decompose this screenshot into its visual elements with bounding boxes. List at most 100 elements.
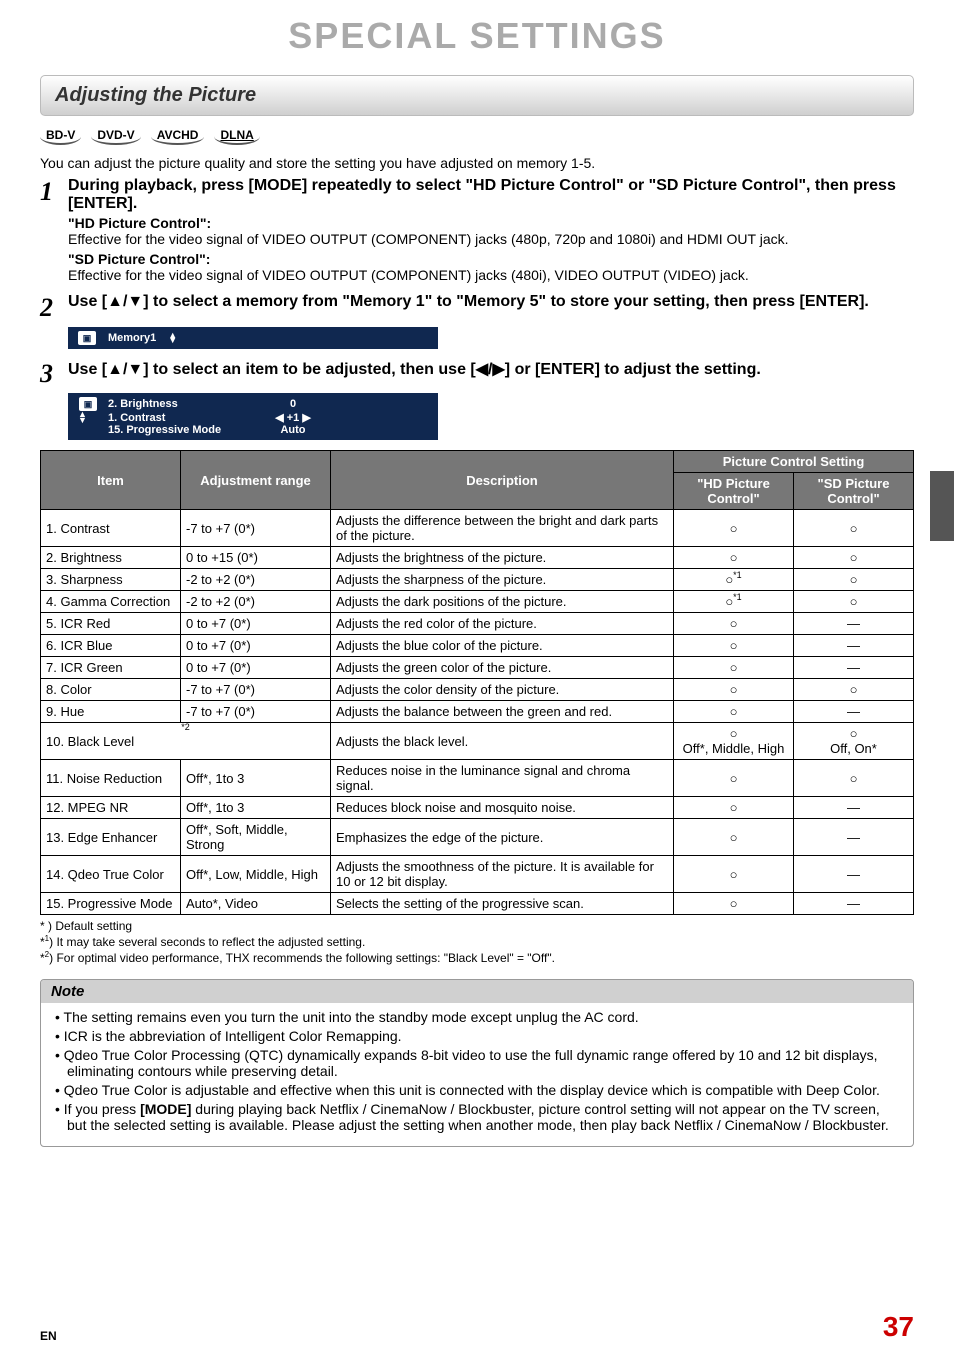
side-tab xyxy=(930,471,954,541)
cell-hd: ○ xyxy=(674,657,794,679)
section-heading-bar: Adjusting the Picture xyxy=(40,75,914,116)
cell-sd: — xyxy=(794,797,914,819)
cell-range: 0 to +7 (0*) xyxy=(181,613,331,635)
osd-memory-label: Memory1 xyxy=(108,332,156,344)
table-row: *210. Black LevelAdjusts the black level… xyxy=(41,723,914,760)
cell-hd: ○ xyxy=(674,701,794,723)
table-row: 3. Sharpness-2 to +2 (0*)Adjusts the sha… xyxy=(41,569,914,591)
step-1-sub2-text: Effective for the video signal of VIDEO … xyxy=(68,267,914,283)
cell-desc: Adjusts the blue color of the picture. xyxy=(331,635,674,657)
cell-range: -7 to +7 (0*) xyxy=(181,701,331,723)
note-item: Qdeo True Color is adjustable and effect… xyxy=(55,1082,899,1098)
cell-desc: Adjusts the dark positions of the pictur… xyxy=(331,591,674,613)
cell-item: 12. MPEG NR xyxy=(41,797,181,819)
table-row: 15. Progressive ModeAuto*, VideoSelects … xyxy=(41,893,914,915)
cell-desc: Emphasizes the edge of the picture. xyxy=(331,819,674,856)
cell-range: -2 to +2 (0*) xyxy=(181,591,331,613)
cell-item: 9. Hue xyxy=(41,701,181,723)
table-row: 6. ICR Blue0 to +7 (0*)Adjusts the blue … xyxy=(41,635,914,657)
cell-range: Off*, 1to 3 xyxy=(181,760,331,797)
th-item: Item xyxy=(41,451,181,510)
cell-hd: ○*1 xyxy=(674,569,794,591)
osd-memory-box: ▣ Memory1 ▲▼ xyxy=(68,327,438,349)
note-item: If you press [MODE] during playing back … xyxy=(55,1101,899,1133)
step-1: 1 During playback, press [MODE] repeated… xyxy=(40,177,914,287)
left-arrow-icon: ◀ xyxy=(275,412,283,424)
step-2: 2 Use [▲/▼] to select a memory from "Mem… xyxy=(40,293,914,321)
cell-item: 6. ICR Blue xyxy=(41,635,181,657)
cell-range: -2 to +2 (0*) xyxy=(181,569,331,591)
right-arrow-icon: ▶ xyxy=(302,412,310,424)
cell-item: 4. Gamma Correction xyxy=(41,591,181,613)
cell-hd: ○ xyxy=(674,856,794,893)
osd-adjust-box: ▣ 2. Brightness 0 ▲▼ 1. Contrast ◀ +1 ▶ … xyxy=(68,393,438,440)
step-3: 3 Use [▲/▼] to select an item to be adju… xyxy=(40,359,914,387)
updown-icon: ▲▼ xyxy=(78,412,98,423)
table-row: 13. Edge EnhancerOff*, Soft, Middle, Str… xyxy=(41,819,914,856)
step-number: 1 xyxy=(40,179,68,287)
note-item: ICR is the abbreviation of Intelligent C… xyxy=(55,1028,899,1044)
table-row: 7. ICR Green0 to +7 (0*)Adjusts the gree… xyxy=(41,657,914,679)
page-footer: EN 37 xyxy=(40,1311,914,1343)
osd-picture-icon: ▣ xyxy=(78,331,96,345)
badge-bdv: BD-V xyxy=(40,128,81,145)
cell-sd: — xyxy=(794,657,914,679)
th-sd: "SD Picture Control" xyxy=(794,473,914,510)
format-badges: BD-V DVD-V AVCHD DLNA xyxy=(40,128,914,145)
cell-hd: ○ xyxy=(674,893,794,915)
cell-item: *210. Black Level xyxy=(41,723,331,760)
osd-contrast-label: 1. Contrast xyxy=(108,412,258,424)
intro-text: You can adjust the picture quality and s… xyxy=(40,155,914,171)
osd-progressive-val: Auto xyxy=(268,424,318,436)
badge-dlna: DLNA xyxy=(214,128,259,145)
cell-sd: ○Off, On* xyxy=(794,723,914,760)
cell-desc: Adjusts the red color of the picture. xyxy=(331,613,674,635)
th-range: Adjustment range xyxy=(181,451,331,510)
lang-code: EN xyxy=(40,1329,57,1343)
table-row: 11. Noise ReductionOff*, 1to 3Reduces no… xyxy=(41,760,914,797)
footnote-default: * ) Default setting xyxy=(40,919,914,933)
cell-hd: ○*1 xyxy=(674,591,794,613)
cell-sd: — xyxy=(794,856,914,893)
step-2-title: Use [▲/▼] to select a memory from "Memor… xyxy=(68,293,914,311)
cell-desc: Adjusts the difference between the brigh… xyxy=(331,510,674,547)
osd-brightness-val: 0 xyxy=(268,398,318,410)
cell-hd: ○ xyxy=(674,679,794,701)
cell-sd: — xyxy=(794,893,914,915)
cell-sd: — xyxy=(794,613,914,635)
cell-range: Auto*, Video xyxy=(181,893,331,915)
step-1-sub1-text: Effective for the video signal of VIDEO … xyxy=(68,231,914,247)
osd-brightness-label: 2. Brightness xyxy=(108,398,258,410)
table-row: 4. Gamma Correction-2 to +2 (0*)Adjusts … xyxy=(41,591,914,613)
step-number: 2 xyxy=(40,295,68,321)
cell-range: Off*, Low, Middle, High xyxy=(181,856,331,893)
cell-range: 0 to +7 (0*) xyxy=(181,657,331,679)
updown-icon: ▲▼ xyxy=(168,333,177,344)
cell-item: 11. Noise Reduction xyxy=(41,760,181,797)
cell-item: 2. Brightness xyxy=(41,547,181,569)
cell-item: 8. Color xyxy=(41,679,181,701)
step-1-title: During playback, press [MODE] repeatedly… xyxy=(68,177,914,213)
cell-hd: ○Off*, Middle, High xyxy=(674,723,794,760)
cell-range: 0 to +7 (0*) xyxy=(181,635,331,657)
th-hd: "HD Picture Control" xyxy=(674,473,794,510)
cell-hd: ○ xyxy=(674,797,794,819)
cell-item: 7. ICR Green xyxy=(41,657,181,679)
cell-hd: ○ xyxy=(674,547,794,569)
footnote-1: *1) It may take several seconds to refle… xyxy=(40,934,914,949)
note-item: Qdeo True Color Processing (QTC) dynamic… xyxy=(55,1047,899,1079)
cell-range: -7 to +7 (0*) xyxy=(181,510,331,547)
cell-desc: Adjusts the green color of the picture. xyxy=(331,657,674,679)
footnote-2: *2) For optimal video performance, THX r… xyxy=(40,950,914,965)
cell-desc: Adjusts the black level. xyxy=(331,723,674,760)
table-row: 9. Hue-7 to +7 (0*)Adjusts the balance b… xyxy=(41,701,914,723)
note-heading: Note xyxy=(41,980,913,1003)
cell-item: 1. Contrast xyxy=(41,510,181,547)
table-row: 12. MPEG NROff*, 1to 3Reduces block nois… xyxy=(41,797,914,819)
step-1-sub1-bold: "HD Picture Control": xyxy=(68,215,914,231)
cell-desc: Adjusts the balance between the green an… xyxy=(331,701,674,723)
cell-sd: — xyxy=(794,819,914,856)
settings-table: Item Adjustment range Description Pictur… xyxy=(40,450,914,915)
note-box: Note The setting remains even you turn t… xyxy=(40,979,914,1147)
cell-hd: ○ xyxy=(674,819,794,856)
